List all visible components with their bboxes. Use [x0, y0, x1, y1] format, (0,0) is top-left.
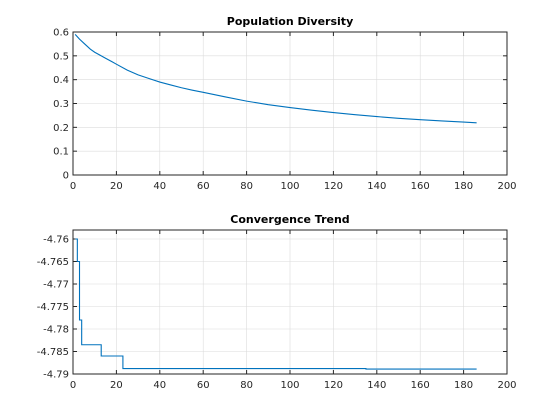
diversity-xtick-label: 20 [110, 181, 123, 192]
convergence-xtick-label: 80 [240, 380, 253, 391]
convergence-xtick-label: 140 [367, 380, 386, 391]
convergence-ytick-label: -4.785 [37, 347, 69, 358]
population-diversity-plot: 0 20 40 60 80 100 120 140 160 180 200 0 0.1 0.2 0.3 0.4… [53, 15, 516, 192]
diversity-xtick-label: 180 [454, 181, 473, 192]
convergence-xtick-label: 0 [70, 380, 76, 391]
convergence-xtick-label: 180 [454, 380, 473, 391]
diversity-ytick-label: 0.4 [53, 75, 69, 86]
diversity-ytick-label: 0.6 [53, 28, 69, 39]
diversity-title: Population Diversity [227, 15, 353, 28]
diversity-ytick-label: 0.5 [53, 51, 69, 62]
diversity-ytick-label: 0.1 [53, 147, 69, 158]
diversity-xtick-label: 40 [153, 181, 166, 192]
convergence-xtick-label: 100 [280, 380, 299, 391]
diversity-xtick-label: 60 [197, 181, 210, 192]
convergence-trend-plot: 0 20 40 60 80 100 120 140 160 180 200 -4.76 -4.765 -4… [37, 213, 517, 391]
diversity-xtick-label: 80 [240, 181, 253, 192]
diversity-ytick-label: 0 [63, 171, 69, 182]
diversity-xtick-label: 100 [280, 181, 299, 192]
diversity-series-line [74, 34, 477, 124]
diversity-xtick-label: 140 [367, 181, 386, 192]
diversity-ytick-label: 0.3 [53, 99, 69, 110]
convergence-ytick-label: -4.79 [43, 370, 69, 381]
convergence-ytick-label: -4.76 [43, 235, 69, 246]
convergence-xtick-label: 120 [324, 380, 343, 391]
convergence-ytick-label: -4.765 [37, 257, 69, 268]
convergence-title: Convergence Trend [230, 213, 349, 226]
convergence-xtick-label: 60 [197, 380, 210, 391]
convergence-ytick-label: -4.775 [37, 302, 69, 313]
diversity-xtick-label: 160 [411, 181, 430, 192]
convergence-xtick-label: 200 [497, 380, 516, 391]
convergence-xtick-label: 40 [153, 380, 166, 391]
diversity-xtick-label: 0 [70, 181, 76, 192]
convergence-series-line [75, 238, 477, 370]
diversity-ytick-label: 0.2 [53, 123, 69, 134]
diversity-xtick-label: 120 [324, 181, 343, 192]
diversity-xtick-label: 200 [497, 181, 516, 192]
convergence-xtick-label: 20 [110, 380, 123, 391]
convergence-xtick-label: 160 [411, 380, 430, 391]
convergence-ytick-label: -4.77 [43, 280, 69, 291]
convergence-ytick-label: -4.78 [43, 325, 69, 336]
